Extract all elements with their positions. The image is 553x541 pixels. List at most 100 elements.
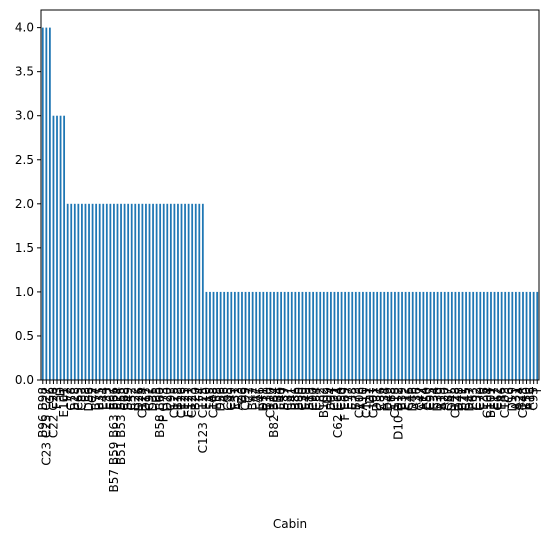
bar xyxy=(287,291,290,380)
x-tick-label: C126 xyxy=(175,387,189,418)
x-tick-label: C93 xyxy=(164,387,178,411)
x-axis-label: Cabin xyxy=(273,517,307,531)
x-tick-label: B80 xyxy=(292,387,306,411)
bar xyxy=(319,291,322,380)
x-tick-label: B30 xyxy=(260,387,274,411)
x-tick-label: C95 xyxy=(527,387,541,411)
plot-frame xyxy=(40,9,540,381)
bar xyxy=(123,203,126,380)
bar xyxy=(223,291,226,380)
bar xyxy=(159,203,162,380)
x-tick-label: B37 xyxy=(278,387,292,411)
y-tick-label: 1.5 xyxy=(15,241,34,255)
bar xyxy=(514,291,517,380)
bar xyxy=(376,291,379,380)
bar xyxy=(88,203,90,380)
bar xyxy=(372,291,375,380)
x-tick-label: C46 xyxy=(402,387,416,411)
x-tick-label: C65 xyxy=(71,387,85,411)
x-tick-label: D20 xyxy=(160,387,174,412)
x-tick-label: B41 xyxy=(285,387,299,411)
bar xyxy=(184,203,186,380)
x-tick-label: C52 xyxy=(125,387,139,411)
x-tick-label: D xyxy=(54,387,68,396)
bar xyxy=(162,203,165,380)
bar xyxy=(41,27,44,380)
x-tick-label: B82 B84 xyxy=(267,387,281,438)
x-tick-label: D26 xyxy=(132,387,146,412)
x-tick-label: B4 xyxy=(271,387,285,403)
x-tick-label: E63 xyxy=(466,387,480,410)
bar xyxy=(137,203,140,380)
x-tick-label: C50 xyxy=(335,387,349,411)
x-tick-label: B102 xyxy=(317,387,331,418)
bar xyxy=(465,291,467,380)
x-tick-label: A36 xyxy=(409,387,423,410)
x-tick-label: E8 xyxy=(78,387,92,402)
x-tick-label: A23 xyxy=(231,387,245,410)
bar xyxy=(511,291,514,380)
bar xyxy=(116,203,119,380)
x-tick-label: C99 xyxy=(239,387,253,411)
bar xyxy=(120,203,122,380)
x-tick-label: E40 xyxy=(274,387,288,410)
bar xyxy=(66,203,69,380)
x-tick-label: C83 xyxy=(75,387,89,411)
x-tick-label: C123 xyxy=(185,387,199,418)
x-tick-label: C106 xyxy=(352,387,366,418)
x-tick-label: C124 xyxy=(135,387,149,418)
x-tick-label: B35 xyxy=(93,387,107,411)
x-tick-label: C49 xyxy=(224,387,238,411)
bar xyxy=(244,291,247,380)
y-tick-label: 3.0 xyxy=(15,109,34,123)
bar xyxy=(201,203,204,380)
bar xyxy=(504,291,507,380)
bar xyxy=(454,291,457,380)
bar xyxy=(95,203,98,380)
bar xyxy=(354,291,357,380)
bar xyxy=(141,203,144,380)
y-tick-label: 3.5 xyxy=(15,65,34,79)
x-tick-label: C101 xyxy=(367,387,381,418)
bar xyxy=(105,203,108,380)
x-tick-label: B94 xyxy=(324,387,338,411)
bar xyxy=(522,291,524,380)
bar xyxy=(280,291,282,380)
bar xyxy=(443,291,446,380)
x-tick-label: C2 xyxy=(86,387,100,403)
x-tick-label: E68 xyxy=(384,387,398,410)
bar xyxy=(340,291,343,380)
x-tick-label: C87 xyxy=(441,387,455,411)
bar xyxy=(422,291,425,380)
x-tick-label: A20 xyxy=(438,387,452,410)
bar xyxy=(56,115,58,380)
x-tick-label: A14 xyxy=(416,387,430,410)
x-tick-label: D45 xyxy=(445,387,459,412)
bar xyxy=(173,203,176,380)
bar xyxy=(265,291,268,380)
x-tick-label: B49 xyxy=(121,387,135,411)
bar xyxy=(59,115,62,380)
x-tick-label: B39 xyxy=(395,387,409,411)
bar xyxy=(152,203,154,380)
x-tick-label: D9 xyxy=(320,387,334,404)
x-tick-label: C45 xyxy=(459,387,473,411)
bar xyxy=(145,203,147,380)
bar xyxy=(226,291,229,380)
bar xyxy=(525,291,528,380)
x-tick-label: D48 xyxy=(452,387,466,412)
x-tick-label: C123 C125 xyxy=(196,387,210,453)
bar xyxy=(258,291,261,380)
x-tick-label: C104 xyxy=(480,387,494,418)
bar xyxy=(98,203,101,380)
y-tick-label: 0.5 xyxy=(15,329,34,343)
bars-group xyxy=(41,27,539,380)
bar xyxy=(198,203,201,380)
bar xyxy=(237,291,240,380)
x-tick-label: A5 xyxy=(203,387,217,403)
bar xyxy=(273,291,275,380)
x-tick-label: C95 xyxy=(424,387,438,411)
x-tick-label: D17 xyxy=(139,387,153,412)
bar xyxy=(312,291,315,380)
x-tick-label: B18 xyxy=(171,387,185,411)
